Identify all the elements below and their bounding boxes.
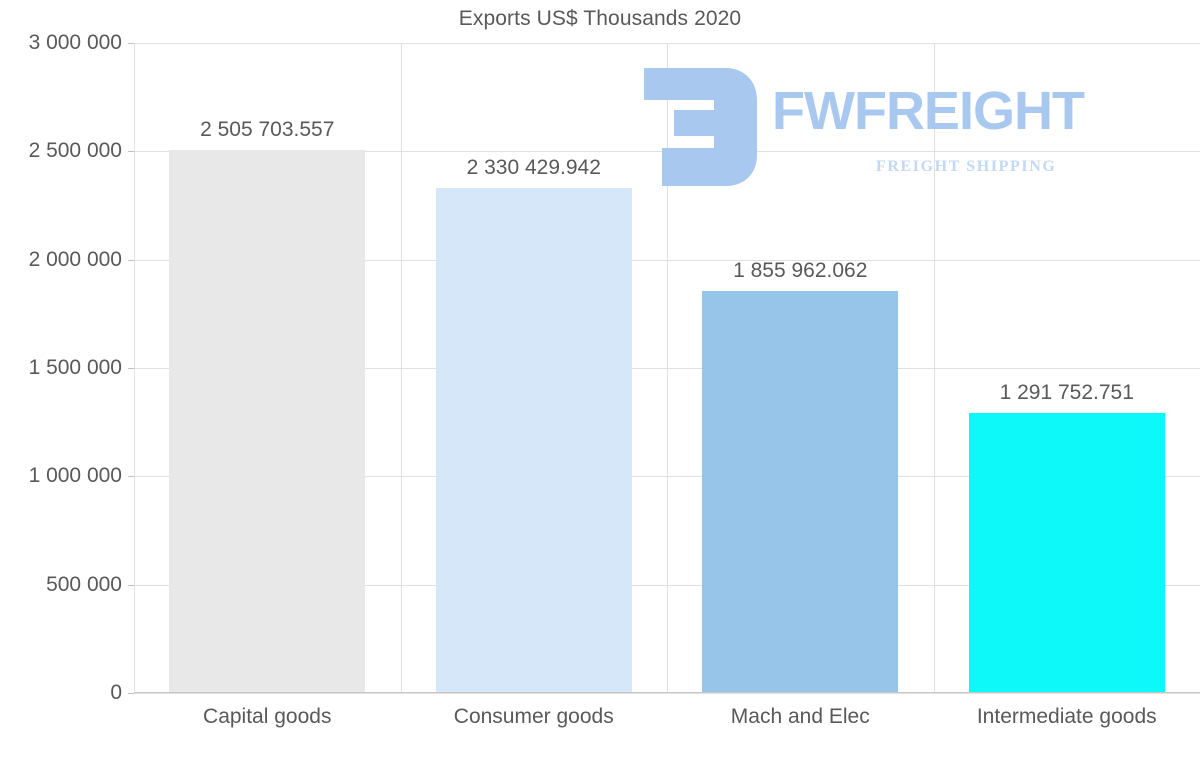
x-axis-category-label: Intermediate goods [976, 705, 1157, 728]
y-axis-tick-label: 1 500 000 [28, 356, 122, 379]
chart-title: Exports US$ Thousands 2020 [458, 7, 742, 30]
y-axis-tick-mark [128, 43, 135, 44]
x-axis-category-label: Capital goods [203, 705, 332, 728]
bar-value-label: 1 291 752.751 [999, 381, 1134, 405]
y-axis-tick-mark [128, 476, 135, 477]
x-axis-category-label: Mach and Elec [730, 705, 870, 728]
bar-value-label: 1 855 962.062 [733, 258, 868, 282]
gridline-vertical [667, 43, 668, 693]
y-axis-tick-label: 0 [110, 681, 122, 704]
bar[interactable] [702, 290, 899, 693]
x-axis-category-label: Consumer goods [453, 705, 614, 728]
gridline-vertical [401, 43, 402, 693]
plot-area [134, 43, 1200, 694]
y-axis-tick-mark [128, 693, 135, 694]
bar[interactable] [169, 150, 366, 693]
x-axis-baseline [134, 692, 1200, 693]
y-axis-tick-label: 2 500 000 [28, 139, 122, 163]
bar[interactable] [968, 413, 1165, 693]
y-axis-tick-mark [128, 260, 135, 261]
y-axis-tick-mark [128, 151, 135, 152]
y-axis-tick-mark [128, 585, 135, 586]
bar-value-label: 2 330 429.942 [466, 156, 601, 180]
bar[interactable] [435, 188, 632, 693]
y-axis-tick-label: 500 000 [46, 572, 122, 596]
gridline-horizontal [134, 693, 1200, 694]
y-axis-tick-label: 1 000 000 [28, 464, 122, 488]
y-axis-tick-label: 3 000 000 [28, 31, 122, 54]
gridline-vertical [934, 43, 935, 693]
bar-value-label: 2 505 703.557 [200, 118, 335, 142]
gridline-vertical [134, 43, 135, 693]
y-axis-tick-mark [128, 368, 135, 369]
y-axis-tick-label: 2 000 000 [28, 247, 122, 271]
